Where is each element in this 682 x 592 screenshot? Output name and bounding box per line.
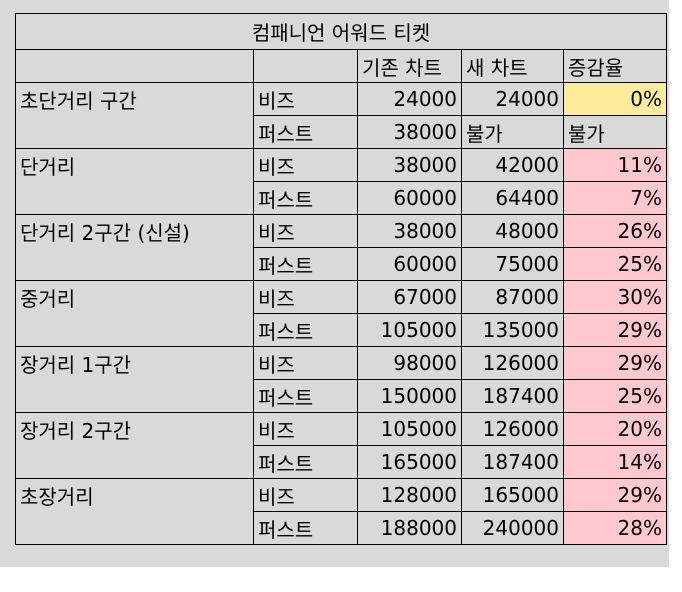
header-class[interactable] — [253, 49, 358, 83]
table-row: 초장거리 비즈 128000 165000 29% — [15, 478, 667, 512]
rate-cell[interactable]: 11% — [563, 148, 667, 182]
old-chart-cell[interactable]: 150000 — [357, 379, 462, 413]
new-chart-cell[interactable]: 126000 — [461, 346, 564, 380]
class-cell[interactable]: 퍼스트 — [253, 379, 358, 413]
class-cell[interactable]: 비즈 — [253, 280, 358, 314]
header-row: 기존 차트 새 차트 증감율 — [15, 49, 667, 83]
sheet-bottom-margin — [0, 567, 682, 592]
route-cell[interactable]: 초단거리 구간 — [15, 82, 254, 116]
route-cell[interactable] — [15, 445, 254, 479]
rate-cell[interactable]: 14% — [563, 445, 667, 479]
class-cell[interactable]: 퍼스트 — [253, 247, 358, 281]
rate-cell[interactable]: 25% — [563, 379, 667, 413]
route-cell[interactable]: 장거리 2구간 — [15, 412, 254, 446]
table-row: 퍼스트 60000 75000 25% — [15, 247, 667, 281]
route-cell[interactable] — [15, 313, 254, 347]
rate-cell[interactable]: 7% — [563, 181, 667, 215]
class-cell[interactable]: 비즈 — [253, 214, 358, 248]
header-route[interactable] — [15, 49, 254, 83]
award-ticket-table: 컴패니언 어워드 티켓 기존 차트 새 차트 증감율 초단거리 구간 비즈 2400… — [15, 13, 667, 545]
old-chart-cell[interactable]: 38000 — [357, 115, 462, 149]
rate-cell[interactable]: 30% — [563, 280, 667, 314]
route-cell[interactable]: 단거리 — [15, 148, 254, 182]
route-cell[interactable] — [15, 115, 254, 149]
new-chart-cell[interactable]: 126000 — [461, 412, 564, 446]
class-cell[interactable]: 비즈 — [253, 148, 358, 182]
old-chart-cell[interactable]: 38000 — [357, 148, 462, 182]
table-row: 퍼스트 60000 64400 7% — [15, 181, 667, 215]
table-row: 장거리 2구간 비즈 105000 126000 20% — [15, 412, 667, 446]
new-chart-cell[interactable]: 42000 — [461, 148, 564, 182]
rate-cell[interactable]: 26% — [563, 214, 667, 248]
header-old-chart[interactable]: 기존 차트 — [357, 49, 462, 83]
new-chart-cell[interactable]: 24000 — [461, 82, 564, 116]
table-row: 장거리 1구간 비즈 98000 126000 29% — [15, 346, 667, 380]
table-row: 단거리 2구간 (신설) 비즈 38000 48000 26% — [15, 214, 667, 248]
class-cell[interactable]: 비즈 — [253, 478, 358, 512]
old-chart-cell[interactable]: 128000 — [357, 478, 462, 512]
new-chart-cell[interactable]: 87000 — [461, 280, 564, 314]
route-cell[interactable]: 중거리 — [15, 280, 254, 314]
class-cell[interactable]: 퍼스트 — [253, 313, 358, 347]
new-chart-cell[interactable]: 75000 — [461, 247, 564, 281]
class-cell[interactable]: 비즈 — [253, 82, 358, 116]
rate-cell[interactable]: 28% — [563, 511, 667, 545]
old-chart-cell[interactable]: 98000 — [357, 346, 462, 380]
title-row: 컴패니언 어워드 티켓 — [15, 13, 667, 50]
route-cell[interactable]: 장거리 1구간 — [15, 346, 254, 380]
table-row: 퍼스트 188000 240000 28% — [15, 511, 667, 545]
class-cell[interactable]: 퍼스트 — [253, 511, 358, 545]
table-row: 퍼스트 150000 187400 25% — [15, 379, 667, 413]
class-cell[interactable]: 비즈 — [253, 346, 358, 380]
route-cell[interactable] — [15, 247, 254, 281]
old-chart-cell[interactable]: 24000 — [357, 82, 462, 116]
rate-cell[interactable]: 29% — [563, 313, 667, 347]
rate-cell[interactable]: 29% — [563, 478, 667, 512]
class-cell[interactable]: 비즈 — [253, 412, 358, 446]
old-chart-cell[interactable]: 60000 — [357, 247, 462, 281]
table-row: 중거리 비즈 67000 87000 30% — [15, 280, 667, 314]
old-chart-cell[interactable]: 105000 — [357, 313, 462, 347]
old-chart-cell[interactable]: 60000 — [357, 181, 462, 215]
rate-cell[interactable]: 불가 — [563, 115, 667, 149]
rate-cell[interactable]: 20% — [563, 412, 667, 446]
class-cell[interactable]: 퍼스트 — [253, 181, 358, 215]
old-chart-cell[interactable]: 38000 — [357, 214, 462, 248]
route-cell[interactable]: 초장거리 — [15, 478, 254, 512]
rate-cell[interactable]: 0% — [563, 82, 667, 116]
table-row: 퍼스트 38000 불가 불가 — [15, 115, 667, 149]
table-row: 퍼스트 105000 135000 29% — [15, 313, 667, 347]
new-chart-cell[interactable]: 64400 — [461, 181, 564, 215]
old-chart-cell[interactable]: 67000 — [357, 280, 462, 314]
new-chart-cell[interactable]: 165000 — [461, 478, 564, 512]
table-row: 초단거리 구간 비즈 24000 24000 0% — [15, 82, 667, 116]
new-chart-cell[interactable]: 187400 — [461, 379, 564, 413]
class-cell[interactable]: 퍼스트 — [253, 445, 358, 479]
old-chart-cell[interactable]: 188000 — [357, 511, 462, 545]
rate-cell[interactable]: 29% — [563, 346, 667, 380]
new-chart-cell[interactable]: 48000 — [461, 214, 564, 248]
old-chart-cell[interactable]: 165000 — [357, 445, 462, 479]
table-title[interactable]: 컴패니언 어워드 티켓 — [15, 13, 667, 50]
header-rate[interactable]: 증감율 — [563, 49, 667, 83]
table-row: 퍼스트 165000 187400 14% — [15, 445, 667, 479]
sheet-right-margin — [668, 0, 682, 592]
new-chart-cell[interactable]: 240000 — [461, 511, 564, 545]
new-chart-cell[interactable]: 135000 — [461, 313, 564, 347]
route-cell[interactable] — [15, 511, 254, 545]
route-cell[interactable] — [15, 181, 254, 215]
table-row: 단거리 비즈 38000 42000 11% — [15, 148, 667, 182]
new-chart-cell[interactable]: 187400 — [461, 445, 564, 479]
class-cell[interactable]: 퍼스트 — [253, 115, 358, 149]
route-cell[interactable] — [15, 379, 254, 413]
new-chart-cell[interactable]: 불가 — [461, 115, 564, 149]
route-cell[interactable]: 단거리 2구간 (신설) — [15, 214, 254, 248]
old-chart-cell[interactable]: 105000 — [357, 412, 462, 446]
rate-cell[interactable]: 25% — [563, 247, 667, 281]
header-new-chart[interactable]: 새 차트 — [461, 49, 564, 83]
